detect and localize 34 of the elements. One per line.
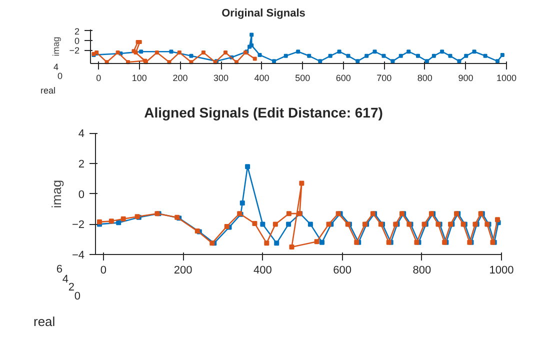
chart-title: Original Signals [222,8,306,20]
y-tick-label: 4 [78,128,85,140]
y-tick-label: 0 [74,36,80,46]
y-axis-title: imag [48,180,64,208]
text: real [34,314,56,329]
y-tick-label: −2 [69,46,80,56]
text: 4 [62,274,69,286]
x-tick-label: 200 [174,264,192,277]
x-tick-label: 1000 [489,264,514,277]
y-tick-label: −2 [72,219,85,232]
x-tick-label: 900 [458,73,474,84]
x-tick-label: 600 [333,264,352,277]
chart-title: Aligned Signals (Edit Distance: 617) [144,104,383,120]
x-tick-label: 400 [254,73,270,84]
x-tick-label: 0 [100,264,107,277]
x-tick-label: 700 [376,73,392,84]
text: 4 [53,62,59,72]
text: 6 [56,264,63,276]
x-tick-label: 400 [254,264,272,277]
y-tick-label: 0 [78,188,85,201]
x-tick-label: 500 [295,73,310,84]
x-tick-label: 800 [412,264,432,277]
y-axis-title: imag [51,36,62,56]
x-tick-label: 200 [172,73,188,84]
y-tick-label: 2 [78,158,85,171]
x-tick-label: 600 [336,73,351,84]
x-tick-label: 800 [417,73,432,84]
x-tick-label: 1000 [496,73,517,84]
text: real [40,86,56,96]
x-tick-label: 100 [132,73,147,84]
x-tick-label: 0 [96,73,102,84]
y-tick-label: −4 [72,250,85,262]
y-tick-label: 2 [74,26,80,36]
x-tick-label: 300 [214,73,229,84]
